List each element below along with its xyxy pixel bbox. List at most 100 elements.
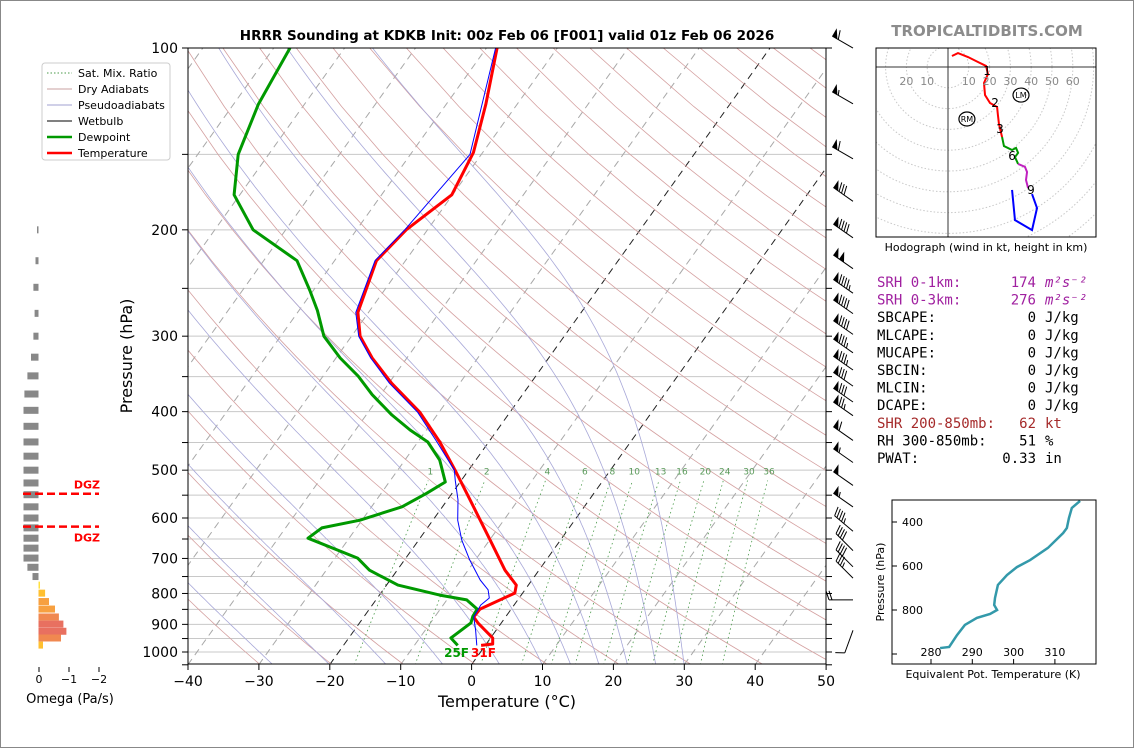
pseudoadiabat-line: [218, 48, 628, 664]
omega-bar: [31, 353, 39, 361]
hodograph-ring-label: 60: [1066, 75, 1080, 88]
index-value: 276: [1011, 293, 1036, 309]
barb-full: [835, 552, 841, 562]
dry-adiabat-line: [259, 48, 826, 544]
index-label: MLCIN:: [877, 381, 928, 397]
hodograph-panel: 20 10 10 20 30 40 50 60 1 2 36 9 RM LM Hodograph (wind…: [875, 47, 1097, 254]
index-label: SBCAPE:: [877, 310, 936, 326]
isotherm-line: [188, 48, 629, 664]
barb-full: [841, 512, 846, 522]
theta-e-x-tick-label: 300: [1003, 646, 1024, 659]
barb-full: [838, 396, 843, 407]
hodograph-height-label: 1: [983, 64, 991, 78]
dry-adiabat-line: [188, 229, 692, 664]
isotherm-line: [825, 663, 826, 664]
index-unit: J/kg: [1045, 328, 1079, 344]
storm-motion-marker: [1012, 87, 1030, 103]
barb-full: [837, 527, 843, 536]
pseudoadiabat-line: [188, 393, 443, 664]
barb-staff: [831, 146, 854, 160]
mixing-ratio-label: 4: [544, 467, 550, 477]
barb-full: [843, 318, 848, 329]
barb-full: [845, 320, 850, 330]
isotherm-line: [329, 48, 771, 664]
mixing-ratio-line: [626, 480, 681, 664]
omega-bar: [38, 620, 64, 628]
index-value: 0.33: [1002, 451, 1036, 467]
barb-flag: [832, 84, 838, 95]
dry-adiabat-line: [188, 598, 260, 664]
omega-bar: [23, 503, 39, 511]
barb-flag: [833, 292, 839, 304]
barb-flag: [833, 364, 839, 376]
omega-bar: [23, 524, 39, 532]
x-tick-label: −20: [315, 674, 345, 690]
hodograph-height-label: 3: [996, 122, 1004, 136]
x-tick-label: 10: [534, 674, 552, 690]
dry-adiabat-line: [188, 534, 332, 664]
omega-bar: [23, 514, 39, 522]
hodograph-height-label: 6: [1008, 149, 1016, 163]
dry-adiabat-line: [516, 48, 826, 302]
index-unit: J/kg: [1045, 345, 1079, 361]
wind-barb: [831, 28, 854, 49]
omega-bar: [24, 390, 39, 398]
barb-flag: [833, 331, 839, 343]
dry-adiabat-line: [773, 48, 826, 89]
barb-full: [838, 421, 843, 431]
barb-full: [839, 529, 845, 539]
index-label: MLCAPE:: [877, 328, 936, 344]
dry-adiabat-line: [188, 50, 826, 621]
wind-barb: [833, 272, 854, 294]
isotherm-line: [471, 167, 826, 664]
omega-bar: [38, 598, 49, 606]
pseudoadiabat-line: [188, 166, 571, 664]
mixing-ratio-label: 6: [582, 467, 588, 477]
omega-x-tick-label: −1: [61, 673, 77, 686]
barb-staff: [833, 387, 854, 403]
barb-half: [843, 518, 846, 524]
legend: Sat. Mix. Ratio Dry Adiabats Pseudoadiabat…: [41, 62, 171, 161]
mixing-ratio-label: 2: [484, 467, 490, 477]
barb-full: [839, 545, 845, 555]
wind-barb: [831, 84, 854, 105]
watermark: TROPICALTIDBITS.COM: [891, 22, 1083, 40]
wind-barb: [833, 485, 854, 508]
barb-full: [838, 367, 843, 377]
indices-panel: SRH 0-1km: 174 m²s⁻² SRH 0-3km: 276 m²s⁻² SBCA…: [877, 275, 1087, 467]
barb-full: [837, 554, 843, 564]
legend-label: Pseudoadiabats: [78, 99, 165, 112]
wind-barb: [833, 464, 854, 486]
omega-bar: [38, 634, 61, 642]
profile-temperature: [356, 48, 518, 647]
barb-staff: [831, 35, 854, 49]
barb-flag: [833, 441, 839, 453]
index-label: MUCAPE:: [877, 345, 936, 361]
storm-motion-label: LM: [1015, 91, 1026, 100]
barb-staff: [833, 448, 854, 463]
wind-barb: [835, 541, 854, 568]
theta-e-panel: 400 600 800 280 290 300 310 Equivalent Pot. Tem…: [874, 499, 1097, 681]
dry-adiabat-line: [406, 48, 826, 402]
dry-adiabat-line: [369, 48, 826, 436]
hodograph-ring-label: 20: [899, 75, 913, 88]
dry-adiabat-line: [442, 48, 826, 368]
y-tick-label: 200: [151, 223, 178, 239]
index-unit: J/kg: [1045, 310, 1079, 326]
barb-full: [836, 508, 841, 518]
barb-full: [841, 317, 845, 327]
omega-bar: [27, 372, 39, 380]
hodograph-ring-label: 40: [1024, 75, 1038, 88]
pseudoadiabat-line: [188, 582, 273, 664]
barb-full: [839, 556, 845, 566]
index-label: SRH 0-1km:: [877, 275, 961, 291]
mixing-ratio-label: 1: [427, 467, 433, 477]
barb-half: [841, 562, 845, 568]
barb-full: [841, 352, 845, 363]
y-tick-label: 1000: [142, 645, 178, 661]
dry-adiabat-line: [479, 48, 826, 335]
barb-full: [841, 220, 845, 230]
barb-full: [843, 298, 848, 308]
